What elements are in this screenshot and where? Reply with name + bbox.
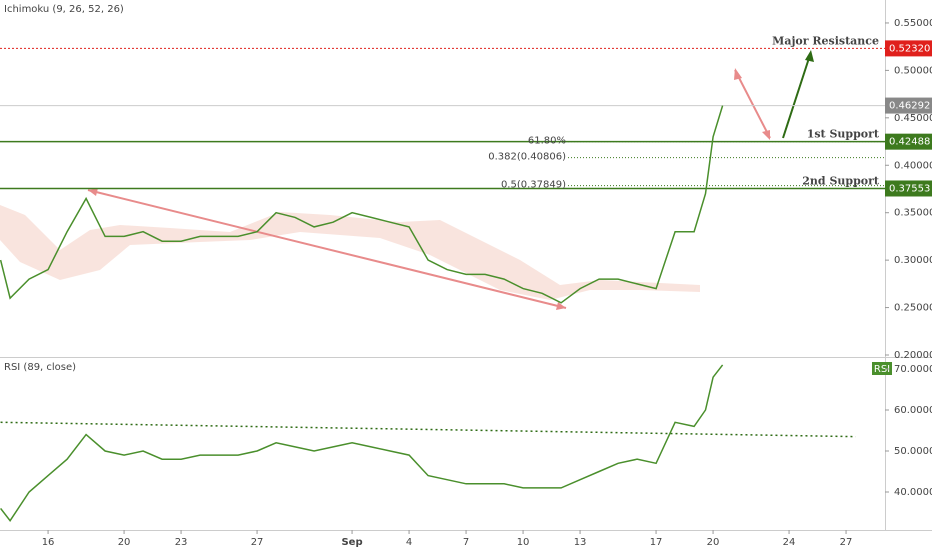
x-tick-label: 27 <box>840 537 853 548</box>
rsi-badge-text: RSI <box>874 364 890 375</box>
projection-arrow <box>734 69 771 139</box>
fib-label: 0.5(0.37849) <box>501 180 566 191</box>
y-tick-label: 60.0000 <box>894 405 932 416</box>
series-line <box>0 105 724 304</box>
x-tick-label: 17 <box>650 537 663 548</box>
projection-arrow <box>782 54 811 139</box>
price-tag <box>885 97 932 114</box>
level-name: 2nd Support <box>802 174 880 187</box>
level-name: Major Resistance <box>772 34 879 47</box>
x-tick-label: 20 <box>118 537 131 548</box>
trend-arrow <box>87 189 567 309</box>
ichimoku-cloud <box>0 205 700 300</box>
y-tick-label: 0.55000 <box>894 18 932 29</box>
y-tick-label: 0.25000 <box>894 303 932 314</box>
y-tick-label: 0.30000 <box>894 255 932 266</box>
y-tick-label: 0.45000 <box>894 113 932 124</box>
price-tag-label: 0.37553 <box>889 183 930 194</box>
x-tick-label: 20 <box>707 537 720 548</box>
price-tag-label: 0.42488 <box>889 137 930 148</box>
arrow-head <box>88 188 98 196</box>
x-tick-label: 24 <box>783 537 796 548</box>
x-tick-label: 16 <box>42 537 55 548</box>
x-tick-label: 13 <box>574 537 587 548</box>
y-tick-label: 40.0000 <box>894 487 932 498</box>
price-tag <box>885 133 932 150</box>
price-tag <box>885 40 932 57</box>
x-tick-label: 27 <box>251 537 264 548</box>
series-line <box>0 364 724 522</box>
x-tick-label: 7 <box>463 537 469 548</box>
y-tick-label: 0.35000 <box>894 208 932 219</box>
arrow-head <box>805 50 814 62</box>
arrow-head <box>556 302 566 310</box>
price-tag-label: 0.46292 <box>889 101 930 112</box>
rsi-badge <box>872 362 892 375</box>
fib-label: 0.382(0.40806) <box>488 152 566 163</box>
y-tick-label: 0.20000 <box>894 350 932 361</box>
y-tick-label: 0.40000 <box>894 160 932 171</box>
fib-label: 61.80% <box>528 136 566 147</box>
arrow-head <box>762 130 770 140</box>
y-tick-label: 0.50000 <box>894 65 932 76</box>
level-name: 1st Support <box>807 128 880 141</box>
x-tick-label: 10 <box>517 537 530 548</box>
x-tick-label: 23 <box>175 537 188 548</box>
x-tick-label: 4 <box>406 537 412 548</box>
indicator-label: Ichimoku (9, 26, 52, 26) <box>4 4 124 15</box>
y-tick-label: 50.0000 <box>894 446 932 457</box>
indicator-label: RSI (89, close) <box>4 362 76 373</box>
x-tick-label: Sep <box>341 537 362 548</box>
y-tick-label: 70.0000 <box>894 364 932 375</box>
price-tag <box>885 180 932 197</box>
price-tag-label: 0.52320 <box>889 43 930 54</box>
arrow-head <box>734 68 742 80</box>
